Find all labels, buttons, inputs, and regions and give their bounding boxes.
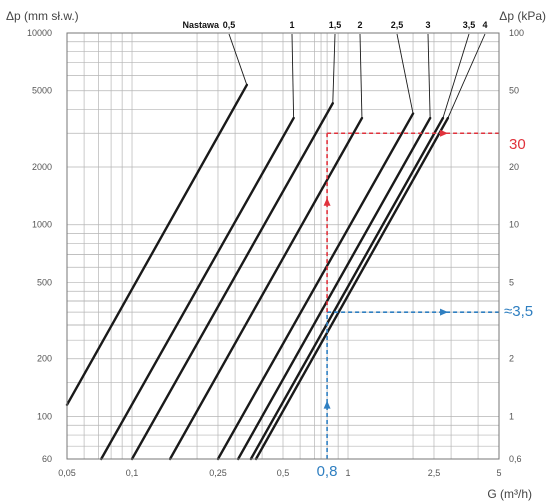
x-tick-label: 1 (346, 468, 351, 478)
x-tick-label: 0,5 (277, 468, 290, 478)
curve-label-leader (291, 33, 295, 119)
tick-labels: 0,05 0,1 0,25 0,5 1 2,5 5601002005001000200050… (27, 28, 524, 478)
y-left-tick-label: 100 (37, 411, 52, 421)
y-right-tick-label: 100 (509, 28, 524, 38)
curve-label-leader (447, 33, 486, 119)
y-right-tick-label: 5 (509, 277, 514, 287)
y-right-tick-label: 20 (509, 162, 519, 172)
curve-label-leader (396, 33, 414, 114)
curve-label-leader (332, 33, 336, 104)
setting-curve-4 (254, 116, 450, 461)
x-tick-label: 0,1 (126, 468, 139, 478)
y-left-tick-label: 2000 (32, 162, 52, 172)
setting-curve-2,5 (216, 112, 415, 461)
curve-label-leader (442, 33, 470, 119)
y-right-tick-label: 2 (509, 354, 514, 364)
y-right-tick-label: 1 (509, 411, 514, 421)
blue-arrow-up-icon (323, 400, 331, 409)
y-axis-left-title: Δp (mm sł.w.) (6, 9, 79, 23)
curve-labels: 0,5 1 1,5 2 2,5 3 3,5 4 (223, 20, 488, 119)
curve-label: 1 (289, 20, 294, 30)
x-tick-label: 0,25 (209, 468, 227, 478)
y-left-tick-label: 1000 (32, 220, 52, 230)
y-right-tick-label: 50 (509, 86, 519, 96)
curve-label: 0,5 (223, 20, 236, 30)
curve-label: 2 (357, 20, 362, 30)
curve-label-leader (359, 33, 363, 119)
y-axis-right-title: Δp (kPa) (499, 9, 546, 23)
y-right-tick-label: 0,6 (509, 454, 522, 464)
setting-curve-3,5 (249, 116, 445, 461)
curve-label: 2,5 (391, 20, 404, 30)
curve-label: 3 (425, 20, 430, 30)
y-left-tick-label: 5000 (32, 86, 52, 96)
setting-curve-3 (236, 116, 432, 461)
red-arrow-up-icon (323, 197, 331, 206)
red-arrow-right-icon (440, 129, 449, 137)
x-tick-label: 5 (496, 468, 501, 478)
x-axis-title: G (m³/h) (487, 487, 532, 501)
flow-annotation: 0,8 (317, 463, 338, 480)
setting-curve-0,5 (65, 83, 249, 407)
y-left-tick-label: 10000 (27, 28, 52, 38)
curve-label: 3,5 (463, 20, 476, 30)
legend-title: Nastawa (182, 20, 220, 30)
curve-label-leader (228, 33, 248, 86)
curve-label: 1,5 (329, 20, 342, 30)
curve-label: 4 (482, 20, 487, 30)
y-right-tick-label: 10 (509, 220, 519, 230)
blue-result-annotation: ≈3,5 (504, 303, 533, 320)
setting-curve-1,5 (130, 102, 334, 461)
x-tick-label: 2,5 (428, 468, 441, 478)
y-left-tick-label: 60 (42, 454, 52, 464)
blue-arrow-right-icon (440, 308, 449, 316)
reading-guides (323, 129, 499, 459)
red-result-annotation: 30 (509, 136, 526, 153)
setting-curves (65, 83, 450, 461)
grid (66, 32, 500, 460)
x-tick-label: 0,05 (58, 468, 76, 478)
y-left-tick-label: 500 (37, 277, 52, 287)
setting-curve-2 (168, 116, 364, 461)
plot-frame (66, 32, 500, 460)
setting-curve-1 (100, 116, 295, 461)
y-left-tick-label: 200 (37, 354, 52, 364)
curve-label-leader (427, 33, 431, 119)
